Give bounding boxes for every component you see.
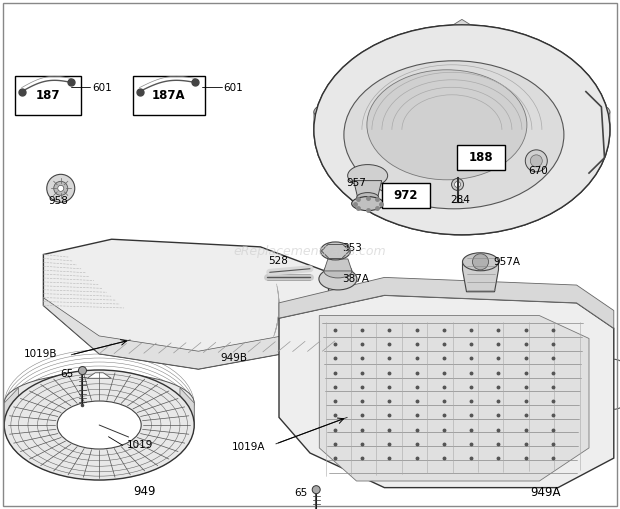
- Text: 949: 949: [133, 485, 156, 498]
- Circle shape: [451, 179, 464, 190]
- FancyBboxPatch shape: [457, 145, 505, 170]
- Polygon shape: [43, 239, 329, 369]
- Text: 353: 353: [342, 243, 362, 253]
- Polygon shape: [180, 388, 194, 425]
- Polygon shape: [314, 19, 610, 130]
- Ellipse shape: [324, 264, 352, 278]
- Polygon shape: [4, 388, 19, 425]
- Ellipse shape: [314, 89, 610, 135]
- Text: 972: 972: [394, 189, 418, 202]
- Polygon shape: [353, 181, 382, 197]
- Circle shape: [58, 185, 64, 191]
- Ellipse shape: [367, 70, 527, 180]
- Ellipse shape: [344, 61, 564, 209]
- Circle shape: [54, 181, 68, 195]
- Ellipse shape: [57, 401, 141, 449]
- Text: 65: 65: [60, 369, 73, 379]
- FancyBboxPatch shape: [382, 183, 430, 208]
- Ellipse shape: [4, 370, 194, 480]
- Text: 1019: 1019: [127, 440, 154, 450]
- Text: 284: 284: [450, 194, 470, 205]
- Polygon shape: [319, 316, 589, 481]
- Polygon shape: [43, 298, 329, 369]
- Text: 387A: 387A: [342, 274, 370, 284]
- Ellipse shape: [356, 192, 379, 203]
- Polygon shape: [279, 295, 614, 488]
- Text: 601: 601: [92, 82, 112, 93]
- Ellipse shape: [4, 373, 194, 433]
- Text: 528: 528: [268, 256, 288, 266]
- Text: 957: 957: [346, 178, 366, 188]
- Text: 187A: 187A: [152, 89, 186, 102]
- Text: 1019B: 1019B: [24, 349, 57, 359]
- Ellipse shape: [352, 196, 384, 211]
- Ellipse shape: [314, 25, 610, 235]
- Ellipse shape: [530, 155, 542, 167]
- Circle shape: [472, 254, 489, 270]
- FancyBboxPatch shape: [133, 76, 205, 115]
- Circle shape: [312, 486, 320, 494]
- Text: 957A: 957A: [493, 257, 520, 267]
- Polygon shape: [279, 277, 614, 328]
- Polygon shape: [87, 373, 111, 378]
- Ellipse shape: [463, 253, 498, 271]
- Text: 1019A: 1019A: [232, 442, 265, 452]
- Ellipse shape: [321, 242, 350, 260]
- Ellipse shape: [319, 268, 357, 290]
- Text: 187: 187: [36, 89, 60, 102]
- Polygon shape: [324, 259, 352, 271]
- Ellipse shape: [314, 25, 610, 235]
- Ellipse shape: [525, 150, 547, 172]
- Ellipse shape: [348, 164, 388, 187]
- FancyBboxPatch shape: [15, 76, 81, 115]
- Circle shape: [79, 366, 86, 375]
- Text: 670: 670: [528, 165, 548, 176]
- Text: 949A: 949A: [530, 486, 560, 499]
- Text: 958: 958: [48, 196, 68, 206]
- Circle shape: [46, 174, 75, 203]
- Text: 65: 65: [294, 488, 308, 498]
- Text: 949B: 949B: [220, 353, 247, 363]
- Circle shape: [454, 181, 461, 187]
- Text: 601: 601: [223, 82, 243, 93]
- Text: 188: 188: [469, 151, 493, 164]
- Polygon shape: [463, 262, 498, 292]
- Text: eReplacementParts.com: eReplacementParts.com: [234, 245, 386, 259]
